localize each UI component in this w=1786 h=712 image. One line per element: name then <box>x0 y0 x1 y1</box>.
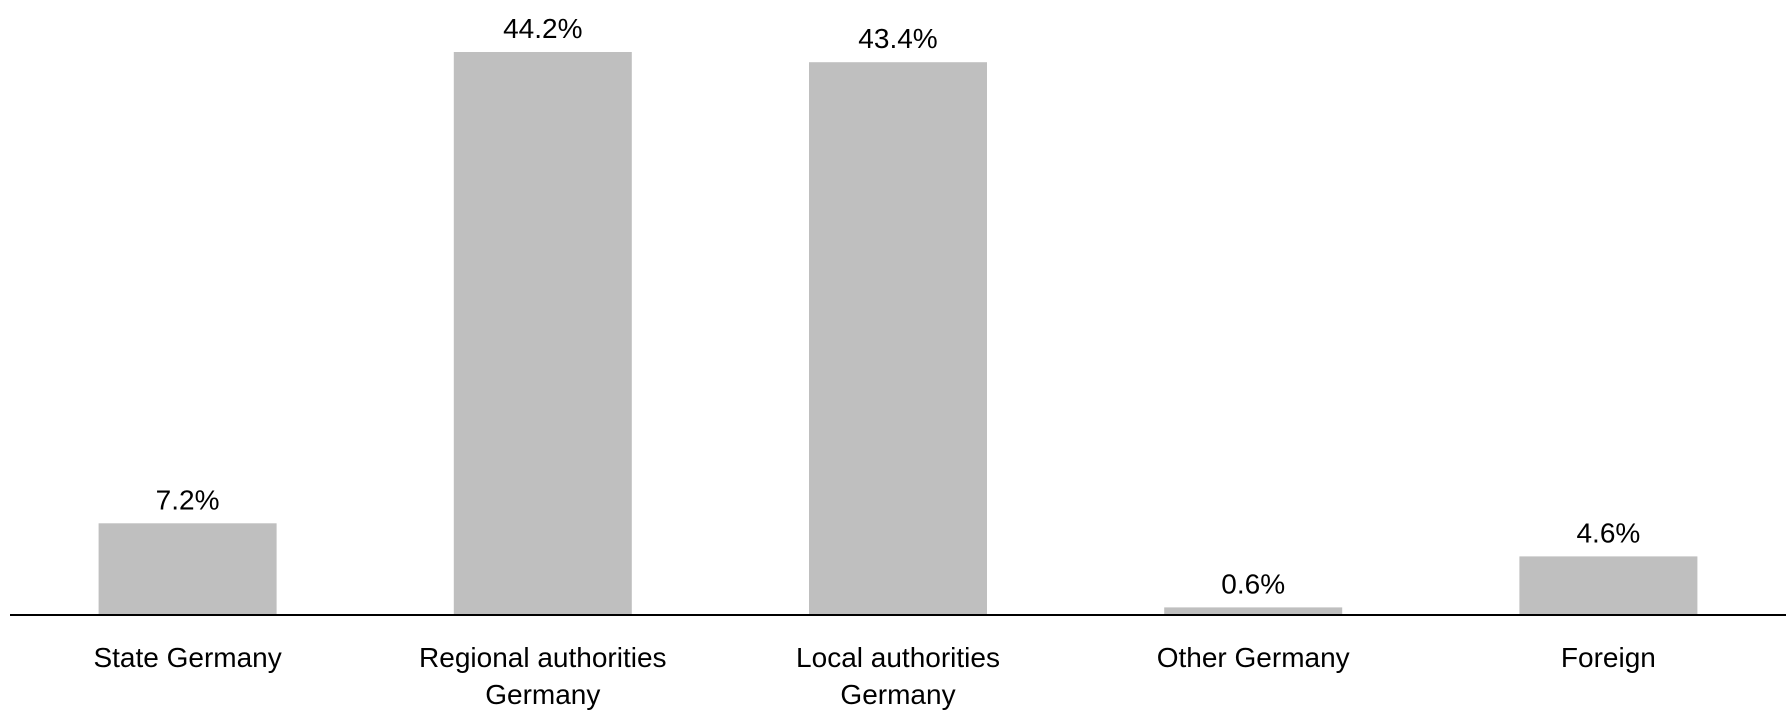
bar-3 <box>1164 607 1343 615</box>
bar-value-label-3: 0.6% <box>1221 568 1285 599</box>
category-labels-group: State Germany Regional authorities Germany… <box>93 642 1655 710</box>
category-label-4: Foreign <box>1561 642 1656 673</box>
category-label-2-line-0: Local authorities <box>796 642 1000 673</box>
bar-1 <box>453 52 632 615</box>
bars-group <box>98 52 1698 615</box>
bar-0 <box>98 523 277 615</box>
value-labels-group: 7.2% 44.2% 43.4% 0.6% 4.6% <box>156 13 1641 599</box>
bar-value-label-4: 4.6% <box>1576 517 1640 548</box>
bar-value-label-1: 44.2% <box>503 13 582 44</box>
category-label-0: State Germany <box>93 642 281 673</box>
bar-4 <box>1519 556 1698 615</box>
bar-value-label-2: 43.4% <box>858 23 937 54</box>
category-label-1-line-1: Germany <box>485 679 600 710</box>
bar-value-label-0: 7.2% <box>156 484 220 515</box>
category-label-1-line-0: Regional authorities <box>419 642 667 673</box>
category-label-2-line-1: Germany <box>840 679 955 710</box>
bar-2 <box>809 62 987 615</box>
category-label-3: Other Germany <box>1157 642 1350 673</box>
